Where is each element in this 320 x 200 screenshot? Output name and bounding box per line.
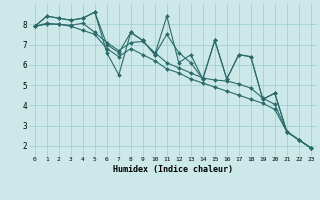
X-axis label: Humidex (Indice chaleur): Humidex (Indice chaleur) <box>113 165 233 174</box>
